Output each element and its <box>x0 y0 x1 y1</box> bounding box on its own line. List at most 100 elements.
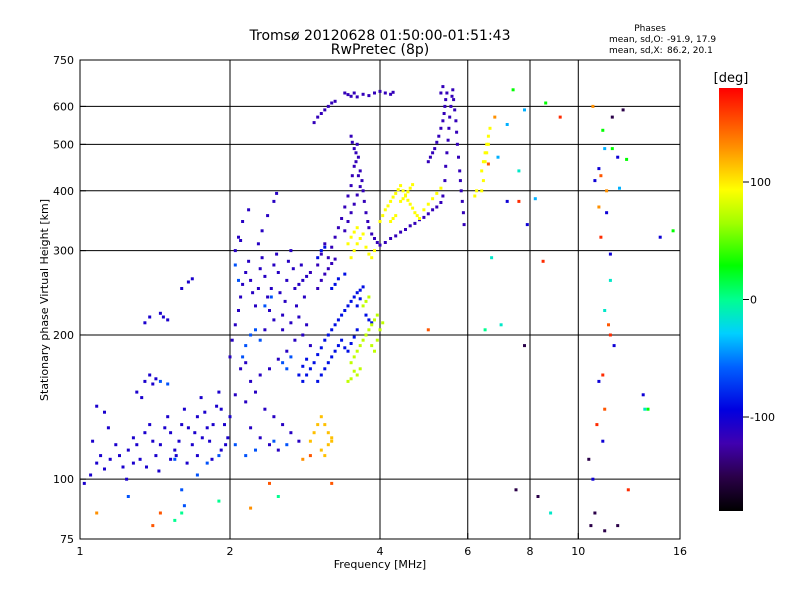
data-point <box>349 299 353 303</box>
data-point <box>219 407 223 411</box>
colorbar-tick-label: 0 <box>750 294 757 307</box>
data-point <box>308 439 312 443</box>
data-point <box>336 226 340 230</box>
data-point <box>186 280 190 284</box>
data-point <box>399 184 403 188</box>
data-point <box>441 85 445 89</box>
data-point <box>458 179 462 183</box>
data-point <box>283 299 287 303</box>
data-point <box>297 373 301 377</box>
data-point <box>355 349 359 353</box>
x-tick-label: 8 <box>527 545 534 558</box>
data-point <box>373 91 376 95</box>
data-point <box>439 91 443 95</box>
data-point <box>437 134 441 138</box>
data-point <box>607 323 610 327</box>
data-point <box>174 454 178 458</box>
data-point <box>350 140 354 144</box>
data-point <box>249 379 253 383</box>
data-point <box>608 252 612 256</box>
data-point <box>349 134 353 138</box>
data-point <box>480 169 484 173</box>
data-point <box>151 439 155 443</box>
data-point <box>108 457 112 461</box>
data-point <box>671 229 675 233</box>
data-point <box>370 321 374 325</box>
x-tick-label: 1 <box>77 545 84 558</box>
data-point <box>413 211 417 215</box>
data-point <box>143 431 147 435</box>
data-point <box>95 511 99 515</box>
data-point <box>381 214 385 218</box>
y-tick-label: 200 <box>53 329 74 342</box>
data-point <box>340 217 344 220</box>
data-point <box>362 199 366 203</box>
y-axis-label: Stationary phase Virtual Height [km] <box>38 199 51 401</box>
data-point <box>428 155 432 159</box>
data-point <box>289 249 293 253</box>
data-point <box>505 199 509 203</box>
data-point <box>595 423 599 427</box>
data-point <box>140 396 144 400</box>
data-point <box>336 318 340 322</box>
y-tick-labels: 750 600 500 400 300 200 100 75 <box>53 54 86 546</box>
data-point <box>358 237 362 240</box>
data-point <box>295 304 298 308</box>
data-point <box>389 199 393 203</box>
data-point <box>422 208 426 212</box>
data-point <box>301 333 305 337</box>
data-point <box>326 361 330 365</box>
data-point <box>263 328 267 332</box>
data-point <box>308 344 312 348</box>
data-point <box>525 223 529 227</box>
data-point <box>319 112 323 115</box>
data-point <box>285 367 289 371</box>
data-point <box>118 454 121 458</box>
data-point <box>286 259 290 263</box>
data-point <box>333 257 337 261</box>
data-point <box>608 278 612 282</box>
data-point <box>346 349 350 353</box>
data-point <box>316 379 320 383</box>
data-point <box>514 488 518 492</box>
data-point <box>233 323 237 327</box>
data-point <box>373 349 376 353</box>
data-point <box>355 193 359 197</box>
data-point <box>488 126 492 130</box>
data-point <box>143 321 147 325</box>
x-tick-label: 6 <box>464 545 471 558</box>
data-point <box>125 477 129 481</box>
data-point <box>445 151 449 155</box>
data-point <box>399 230 403 234</box>
data-point <box>406 198 410 202</box>
data-point <box>169 431 173 435</box>
data-point <box>457 155 460 159</box>
data-point <box>244 454 248 458</box>
data-point <box>256 287 260 290</box>
data-point <box>249 506 253 510</box>
data-point <box>200 436 204 440</box>
data-point <box>418 217 421 220</box>
data-point <box>182 504 186 508</box>
x-axis-label: Frequency [MHz] <box>334 558 426 571</box>
data-point <box>354 160 358 164</box>
data-point <box>367 295 371 299</box>
data-point <box>346 242 350 246</box>
data-point <box>485 142 489 146</box>
data-point <box>356 155 360 159</box>
data-point <box>483 151 487 155</box>
data-point <box>389 92 393 96</box>
data-point <box>458 169 462 173</box>
data-point <box>486 162 490 166</box>
data-point <box>533 197 537 201</box>
data-point <box>158 511 162 515</box>
data-point <box>591 104 595 108</box>
data-point <box>323 242 327 246</box>
data-point <box>358 297 362 301</box>
data-point <box>316 256 320 260</box>
data-point <box>352 230 356 234</box>
data-point <box>316 263 320 267</box>
data-point <box>349 211 353 215</box>
data-point <box>223 423 226 427</box>
data-point <box>349 256 353 260</box>
